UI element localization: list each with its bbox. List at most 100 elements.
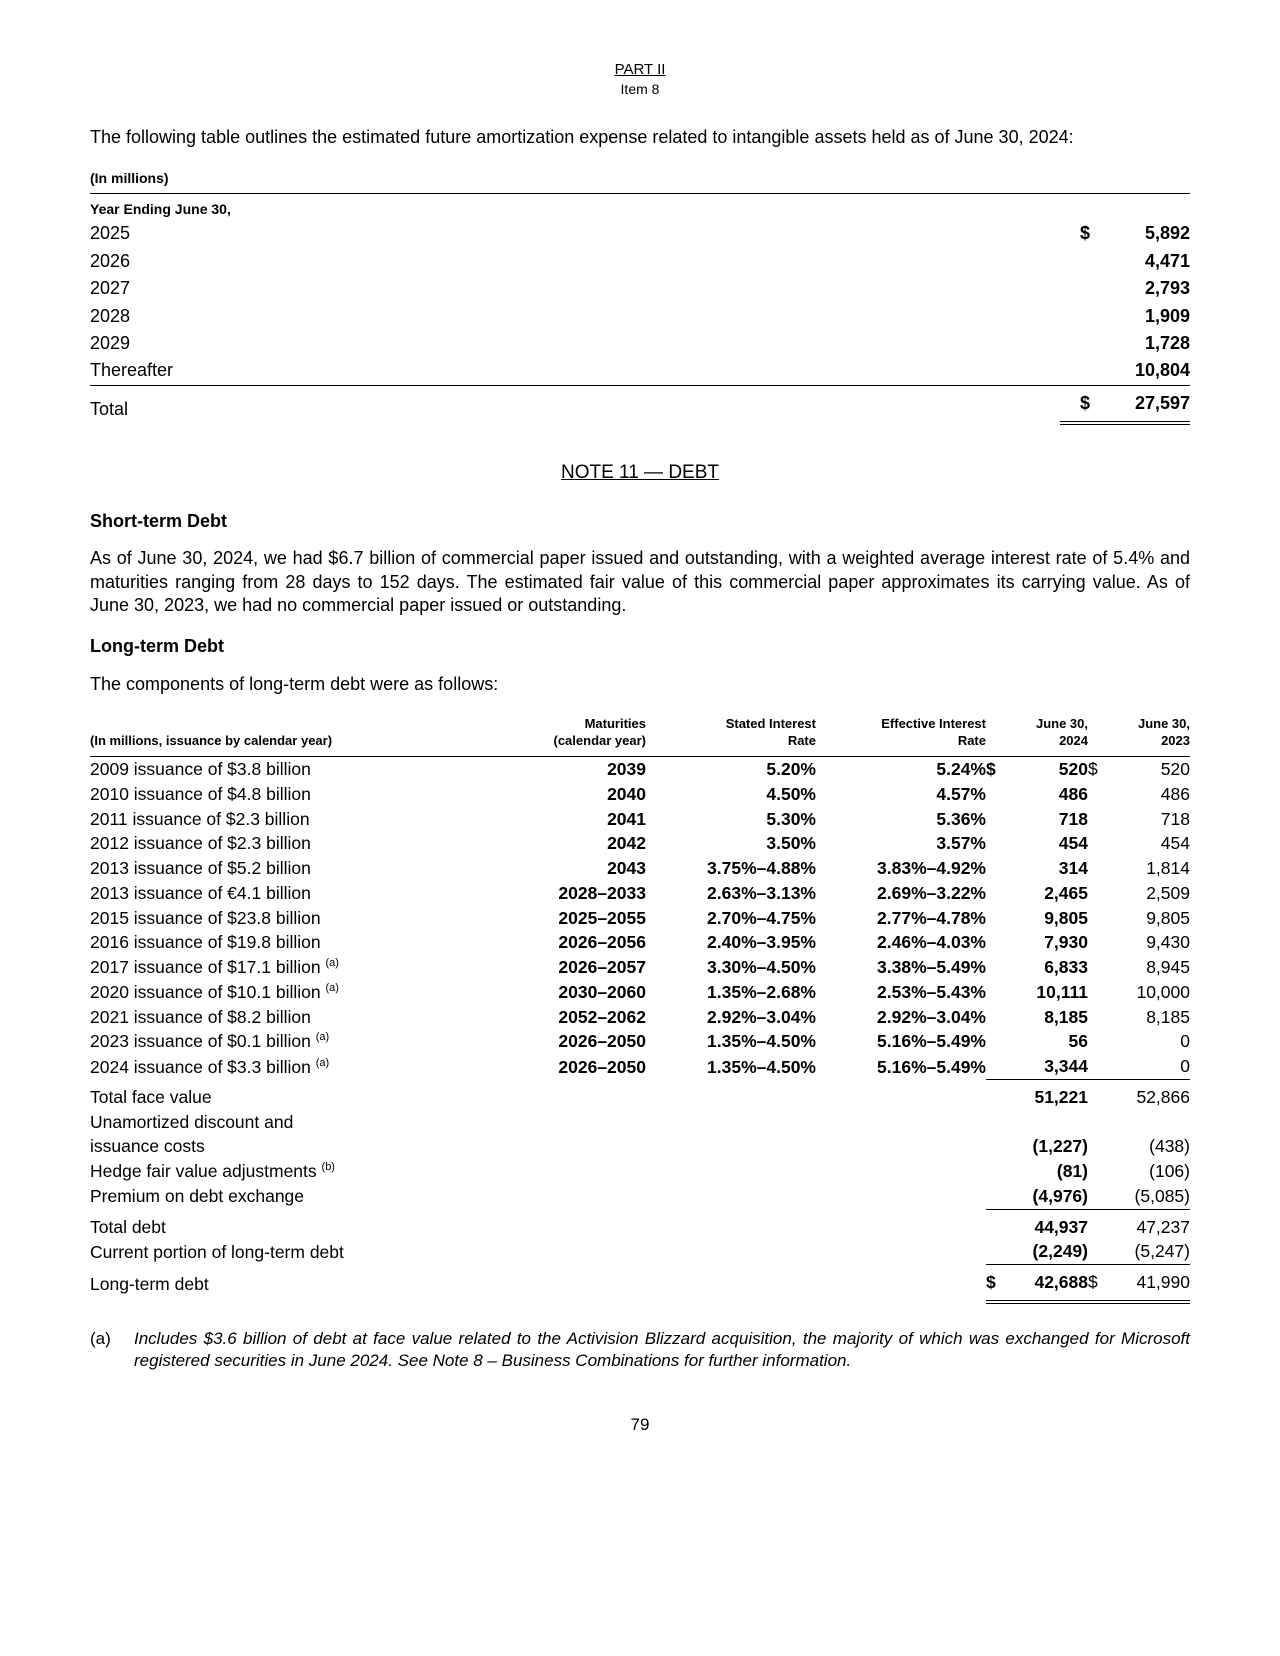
value-2023-cell: 8,185 [1112, 1005, 1190, 1030]
effective-rate-cell: 5.16%–5.49% [816, 1054, 986, 1079]
effective-rate-cell: 2.92%–3.04% [816, 1005, 986, 1030]
col-2024-header: June 30,2024 [1010, 714, 1088, 756]
hedge-2023: (106) [1112, 1159, 1190, 1184]
stated-rate-cell: 2.70%–4.75% [646, 906, 816, 931]
dollar-sign [1088, 980, 1112, 1005]
value-2024-cell: 6,833 [1010, 955, 1088, 980]
value-2023-cell: 1,814 [1112, 856, 1190, 881]
value-2024-cell: 486 [1010, 782, 1088, 807]
effective-rate-cell: 2.46%–4.03% [816, 930, 986, 955]
dollar-sign [986, 906, 1010, 931]
value-2023-cell: 9,430 [1112, 930, 1190, 955]
hedge-label: Hedge fair value adjustments (b) [90, 1159, 986, 1184]
value-2024-cell: 2,465 [1010, 881, 1088, 906]
value-2023-cell: 10,000 [1112, 980, 1190, 1005]
dollar-sign: $ [986, 757, 1010, 782]
dollar-sign [986, 782, 1010, 807]
current-portion-label: Current portion of long-term debt [90, 1239, 986, 1264]
effective-rate-cell: 3.57% [816, 831, 986, 856]
footnote-a-key: (a) [90, 1328, 134, 1372]
amort-amount: 2,793 [1090, 275, 1190, 302]
amort-amount: 1,909 [1090, 303, 1190, 330]
maturities-cell: 2025–2055 [496, 906, 646, 931]
maturities-cell: 2026–2050 [496, 1029, 646, 1054]
value-2023-cell: 454 [1112, 831, 1190, 856]
maturities-cell: 2026–2057 [496, 955, 646, 980]
value-2024-cell: 718 [1010, 807, 1088, 832]
col-2023-header: June 30,2023 [1112, 714, 1190, 756]
long-term-debt-table: (In millions, issuance by calendar year)… [90, 714, 1190, 1304]
effective-rate-cell: 3.38%–5.49% [816, 955, 986, 980]
header-part: PART II [90, 60, 1190, 80]
debt-row: 2013 issuance of €4.1 billion2028–20332.… [90, 881, 1190, 906]
value-2024-cell: 7,930 [1010, 930, 1088, 955]
maturities-cell: 2028–2033 [496, 881, 646, 906]
dollar-sign [986, 807, 1010, 832]
value-2024-cell: 8,185 [1010, 1005, 1088, 1030]
debt-row: 2015 issuance of $23.8 billion2025–20552… [90, 906, 1190, 931]
amort-amount: 1,728 [1090, 330, 1190, 357]
value-2024-cell: 10,111 [1010, 980, 1088, 1005]
amort-year: 2026 [90, 248, 1060, 275]
issuance-cell: 2013 issuance of $5.2 billion [90, 856, 496, 881]
header-item: Item 8 [90, 80, 1190, 98]
value-2023-cell: 0 [1112, 1054, 1190, 1079]
dollar-sign: $ [1060, 220, 1090, 247]
unamortized-label-l1: Unamortized discount and [90, 1110, 1190, 1135]
debt-row: 2011 issuance of $2.3 billion20415.30%5.… [90, 807, 1190, 832]
stated-rate-cell: 1.35%–4.50% [646, 1029, 816, 1054]
total-face-value-2023: 52,866 [1112, 1079, 1190, 1109]
unamortized-label-l2: issuance costs [90, 1134, 986, 1159]
amortization-units: (In millions) [90, 169, 1190, 187]
dollar-sign [986, 831, 1010, 856]
debt-row: 2017 issuance of $17.1 billion (a)2026–2… [90, 955, 1190, 980]
issuance-cell: 2023 issuance of $0.1 billion (a) [90, 1029, 496, 1054]
issuance-cell: 2016 issuance of $19.8 billion [90, 930, 496, 955]
debt-row: 2009 issuance of $3.8 billion20395.20%5.… [90, 757, 1190, 782]
value-2024-cell: 454 [1010, 831, 1088, 856]
debt-row: 2010 issuance of $4.8 billion20404.50%4.… [90, 782, 1190, 807]
dollar-sign [1088, 930, 1112, 955]
premium-label: Premium on debt exchange [90, 1184, 986, 1209]
value-2024-cell: 314 [1010, 856, 1088, 881]
col-stated-header: Stated InterestRate [646, 714, 816, 756]
maturities-cell: 2039 [496, 757, 646, 782]
col-issuance-header: (In millions, issuance by calendar year) [90, 714, 496, 756]
short-term-debt-heading: Short-term Debt [90, 510, 1190, 533]
note-11-title: NOTE 11 — DEBT [90, 461, 1190, 486]
long-term-debt-2023: 41,990 [1112, 1265, 1190, 1302]
premium-2024: (4,976) [1010, 1184, 1088, 1209]
issuance-cell: 2020 issuance of $10.1 billion (a) [90, 980, 496, 1005]
value-2024-cell: 56 [1010, 1029, 1088, 1054]
dollar-sign [1088, 1029, 1112, 1054]
dollar-sign [1088, 955, 1112, 980]
issuance-cell: 2012 issuance of $2.3 billion [90, 831, 496, 856]
amort-total-label: Total [90, 385, 1060, 423]
premium-2023: (5,085) [1112, 1184, 1190, 1209]
value-2024-cell: 520 [1010, 757, 1088, 782]
amort-year: 2025 [90, 220, 1060, 247]
dollar-sign [1088, 881, 1112, 906]
current-portion-2024: (2,249) [1010, 1239, 1088, 1264]
current-portion-2023: (5,247) [1112, 1239, 1190, 1264]
dollar-sign [986, 955, 1010, 980]
col-effective-header: Effective InterestRate [816, 714, 986, 756]
dollar-sign [986, 1029, 1010, 1054]
stated-rate-cell: 2.92%–3.04% [646, 1005, 816, 1030]
total-debt-2024: 44,937 [1010, 1209, 1088, 1239]
value-2024-cell: 3,344 [1010, 1054, 1088, 1079]
stated-rate-cell: 4.50% [646, 782, 816, 807]
hedge-2024: (81) [1010, 1159, 1088, 1184]
value-2023-cell: 718 [1112, 807, 1190, 832]
effective-rate-cell: 3.83%–4.92% [816, 856, 986, 881]
stated-rate-cell: 1.35%–4.50% [646, 1054, 816, 1079]
maturities-cell: 2042 [496, 831, 646, 856]
effective-rate-cell: 4.57% [816, 782, 986, 807]
issuance-cell: 2009 issuance of $3.8 billion [90, 757, 496, 782]
unamortized-2024: (1,227) [1010, 1134, 1088, 1159]
col-maturities-header: Maturities(calendar year) [496, 714, 646, 756]
value-2024-cell: 9,805 [1010, 906, 1088, 931]
effective-rate-cell: 5.24% [816, 757, 986, 782]
effective-rate-cell: 2.77%–4.78% [816, 906, 986, 931]
amort-amount: 10,804 [1090, 357, 1190, 385]
